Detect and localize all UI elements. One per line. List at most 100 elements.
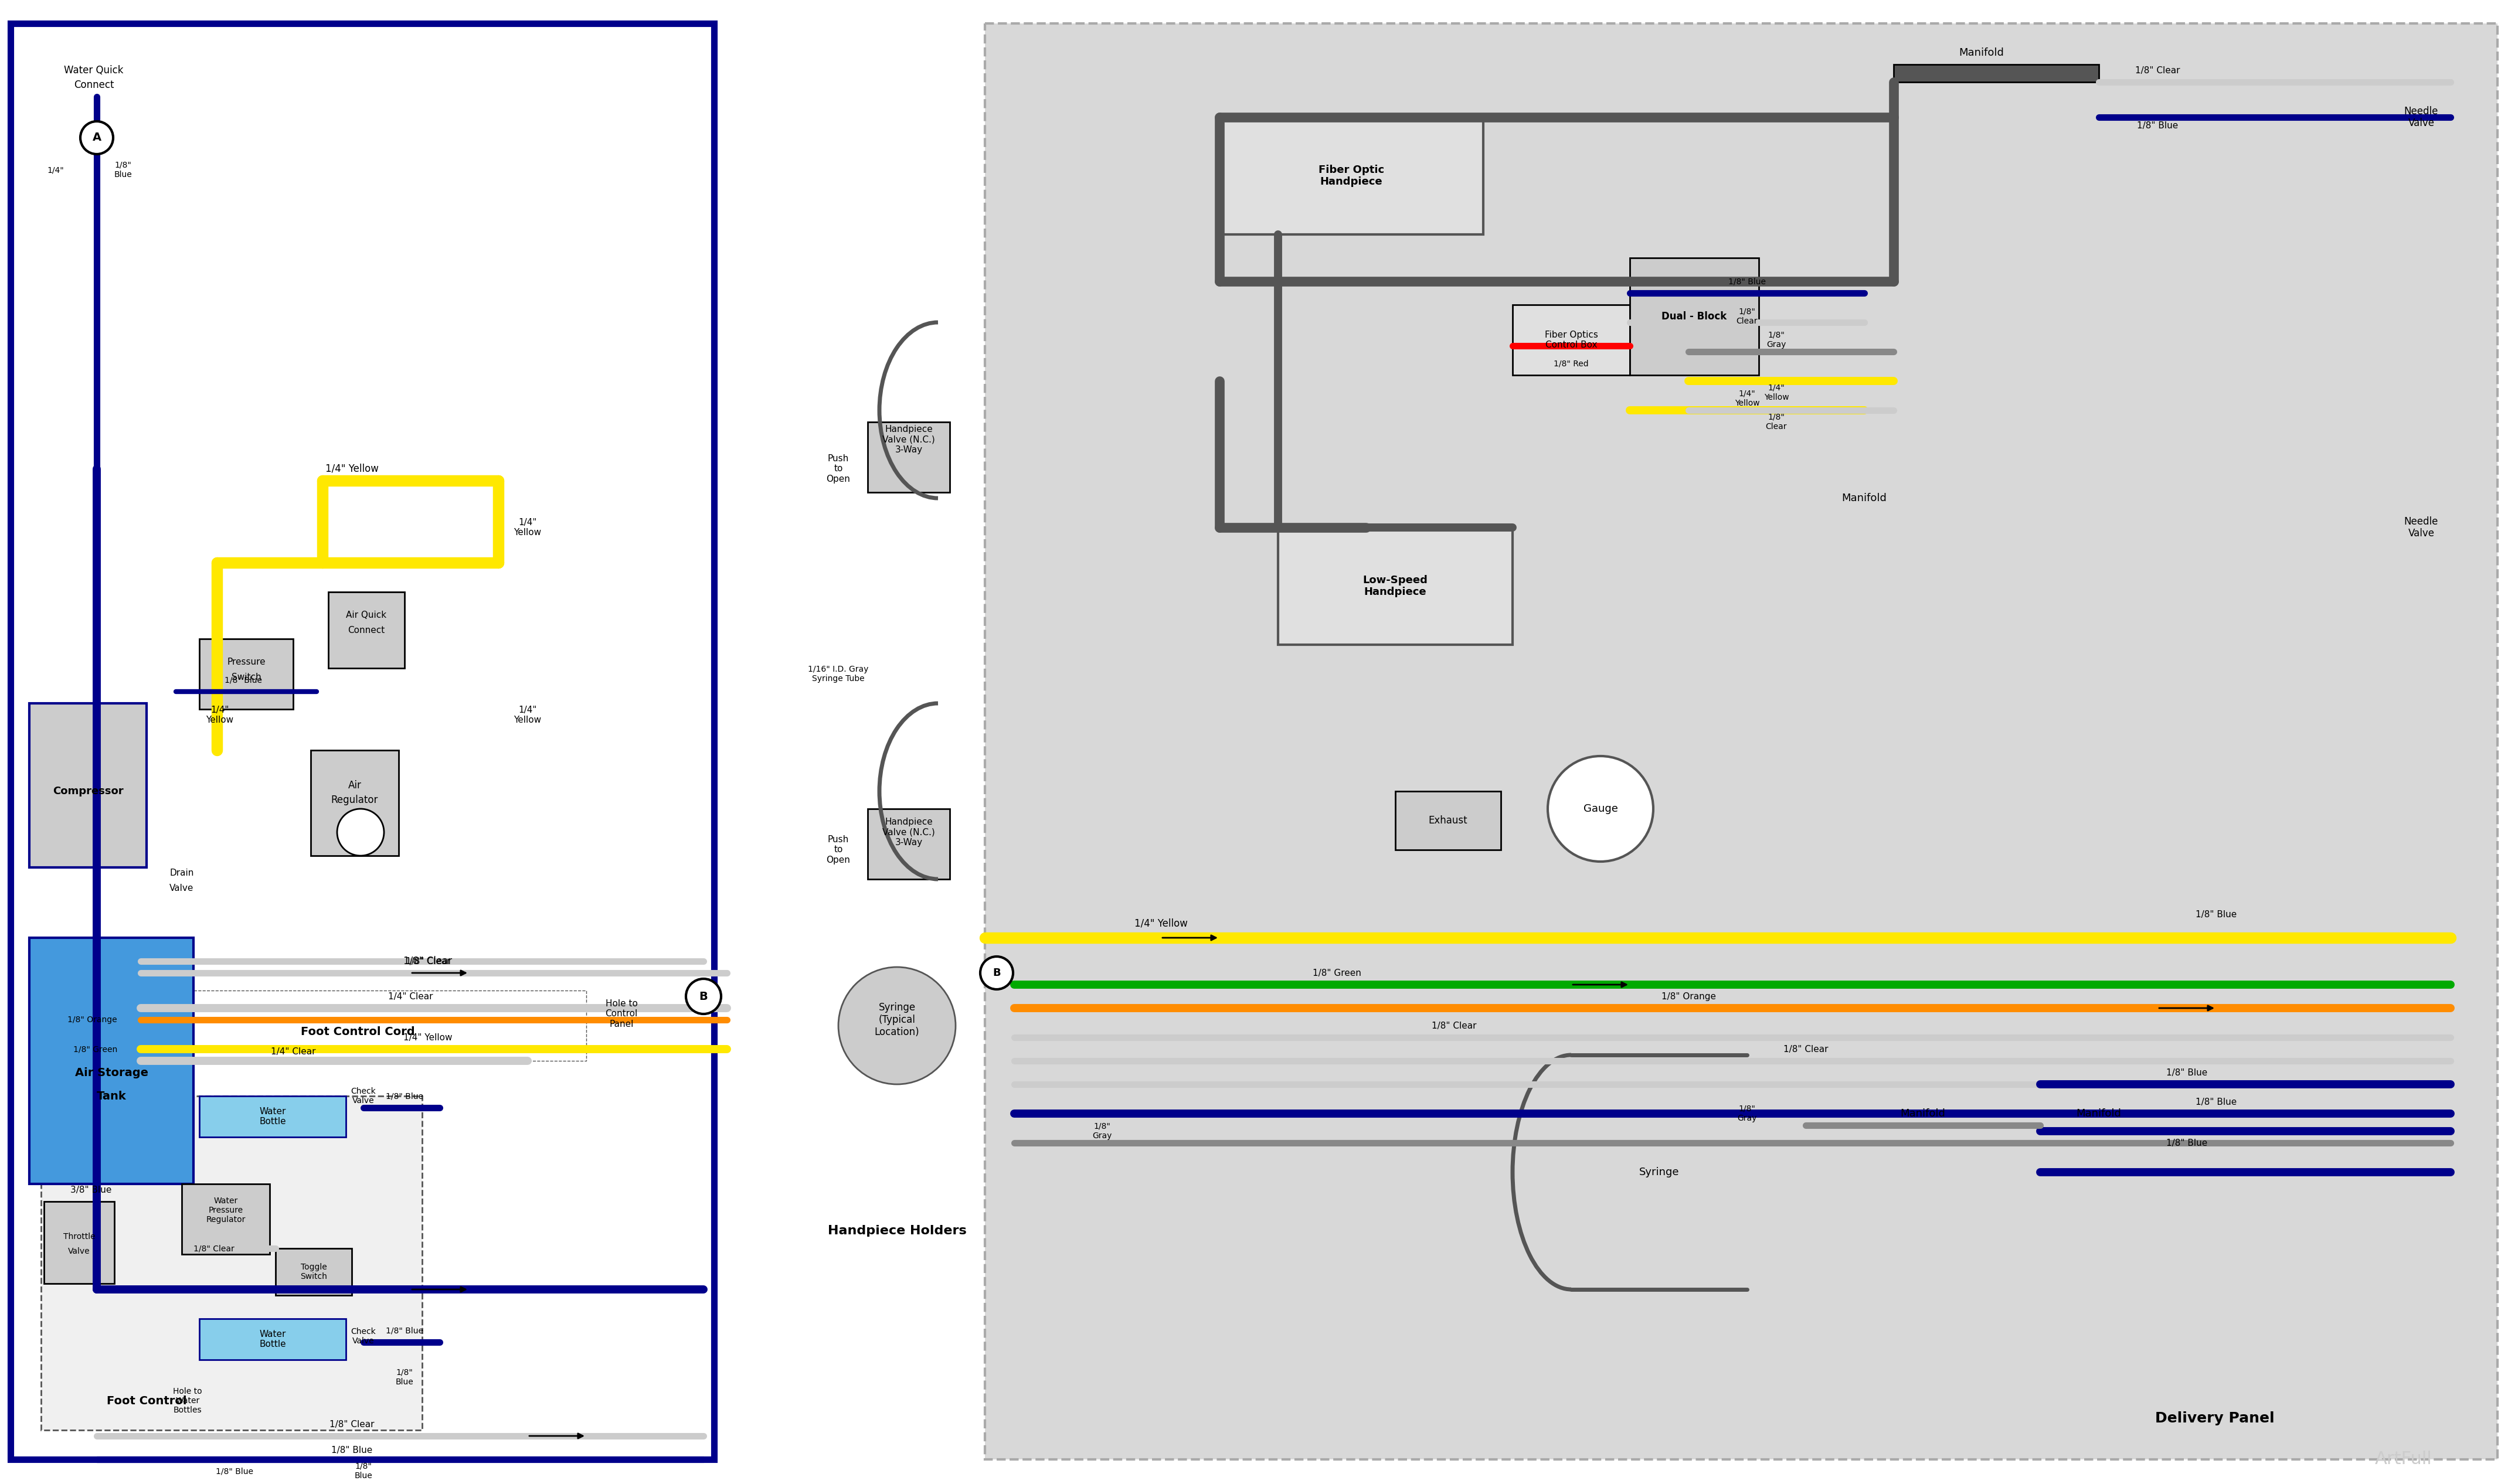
Text: Hole to
Water
Bottles: Hole to Water Bottles	[174, 1388, 201, 1414]
Circle shape	[685, 979, 720, 1014]
Text: 1/4" Yellow: 1/4" Yellow	[1133, 917, 1188, 929]
Text: Toggle
Switch: Toggle Switch	[300, 1263, 327, 1281]
Text: Handpiece
Valve (N.C.)
3-Way: Handpiece Valve (N.C.) 3-Way	[881, 424, 934, 454]
Text: 1/4"
Yellow: 1/4" Yellow	[1765, 384, 1788, 402]
Bar	[985, 24, 2498, 1459]
Bar	[181, 1184, 269, 1254]
Text: 1/8" Blue: 1/8" Blue	[2165, 1138, 2208, 1147]
Bar	[10, 24, 715, 1459]
Text: 1/8"
Clear: 1/8" Clear	[1765, 413, 1788, 430]
Text: Foot Control Cord: Foot Control Cord	[300, 1025, 415, 1037]
Bar	[43, 1202, 113, 1284]
Text: Syringe
(Typical
Location): Syringe (Typical Location)	[874, 1002, 919, 1037]
Text: Check
Valve: Check Valve	[350, 1088, 375, 1106]
Text: 1/4" Yellow: 1/4" Yellow	[403, 1033, 453, 1042]
Text: Syringe: Syringe	[1639, 1166, 1680, 1177]
Text: B: B	[700, 991, 708, 1002]
Text: Handpiece Holders: Handpiece Holders	[828, 1224, 967, 1236]
Text: Gauge: Gauge	[1584, 803, 1617, 815]
Text: 1/8" Blue: 1/8" Blue	[332, 1447, 373, 1454]
Text: 1/8"
Blue: 1/8" Blue	[395, 1368, 413, 1386]
Circle shape	[337, 809, 385, 856]
Text: Fiber Optic
Handpiece: Fiber Optic Handpiece	[1319, 165, 1385, 187]
Text: 1/4"
Yellow: 1/4" Yellow	[514, 705, 541, 724]
Text: 1/8" Clear: 1/8" Clear	[1433, 1021, 1476, 1030]
Text: Air: Air	[347, 781, 363, 791]
Text: Push
to
Open: Push to Open	[826, 454, 851, 484]
Text: Connect: Connect	[347, 626, 385, 635]
Text: 1/8"
Gray: 1/8" Gray	[1768, 331, 1785, 349]
Text: 1/4"
Yellow: 1/4" Yellow	[206, 705, 234, 724]
Bar	[128, 990, 587, 1061]
Text: Manifold: Manifold	[2077, 1109, 2120, 1119]
Bar	[30, 938, 194, 1184]
Text: 1/8" Green: 1/8" Green	[1312, 969, 1360, 978]
Text: 1/4" Clear: 1/4" Clear	[388, 991, 433, 1000]
Text: Manifold: Manifold	[1959, 47, 2004, 58]
Circle shape	[980, 957, 1012, 990]
Text: 1/8" Orange: 1/8" Orange	[1662, 991, 1715, 1000]
Text: Drain: Drain	[169, 870, 194, 877]
Text: 1/8" Red: 1/8" Red	[1554, 359, 1589, 368]
Text: 1/8"
Blue: 1/8" Blue	[113, 162, 133, 178]
Bar	[199, 1097, 345, 1137]
Text: Needle
Valve: Needle Valve	[2405, 516, 2437, 539]
Text: 1/4"
Yellow: 1/4" Yellow	[1735, 390, 1760, 408]
Text: 1/8"
Blue: 1/8" Blue	[355, 1462, 373, 1480]
Text: Throttle: Throttle	[63, 1233, 96, 1241]
Text: Water
Bottle: Water Bottle	[259, 1107, 287, 1126]
Text: B: B	[992, 968, 1000, 978]
Text: 1/8"
Clear: 1/8" Clear	[1737, 307, 1758, 325]
Text: Tank: Tank	[96, 1091, 126, 1101]
Text: 1/8" Clear: 1/8" Clear	[403, 956, 453, 966]
Circle shape	[1549, 755, 1654, 862]
Text: 1/4" Yellow: 1/4" Yellow	[325, 463, 378, 475]
Text: 1/8" Blue: 1/8" Blue	[2196, 910, 2236, 919]
Text: 1/8" Clear: 1/8" Clear	[330, 1420, 375, 1429]
Circle shape	[81, 122, 113, 154]
Bar	[327, 592, 405, 668]
Text: Handpiece
Valve (N.C.)
3-Way: Handpiece Valve (N.C.) 3-Way	[881, 818, 934, 847]
Bar	[869, 809, 949, 879]
Text: 1/8" Blue: 1/8" Blue	[217, 1468, 254, 1475]
Text: Valve: Valve	[68, 1247, 91, 1255]
Text: 1/8" Green: 1/8" Green	[73, 1045, 118, 1054]
Text: Valve: Valve	[169, 883, 194, 892]
Text: Water Quick: Water Quick	[63, 65, 123, 76]
Text: Pressure: Pressure	[227, 657, 264, 666]
Text: 1/8" Orange: 1/8" Orange	[68, 1015, 118, 1024]
Text: Needle
Valve: Needle Valve	[2405, 105, 2437, 129]
Text: Check
Valve: Check Valve	[350, 1328, 375, 1345]
Text: Fiber Optics
Control Box: Fiber Optics Control Box	[1544, 331, 1599, 349]
Text: 1/8" Blue: 1/8" Blue	[224, 675, 262, 684]
Circle shape	[838, 968, 957, 1085]
Text: Manifold: Manifold	[1841, 493, 1886, 503]
Bar	[869, 421, 949, 493]
Text: 1/8" Blue: 1/8" Blue	[1727, 278, 1765, 285]
Text: 1/8" Clear: 1/8" Clear	[2135, 65, 2181, 74]
Text: Air Storage: Air Storage	[76, 1067, 149, 1079]
Bar	[310, 751, 398, 856]
Bar	[274, 1248, 353, 1296]
Bar	[30, 703, 146, 868]
Text: 1/4" Clear: 1/4" Clear	[272, 1048, 315, 1057]
Text: Water
Pressure
Regulator: Water Pressure Regulator	[206, 1196, 244, 1224]
Text: 1/4"
Yellow: 1/4" Yellow	[514, 518, 541, 537]
Text: 1/8" Blue: 1/8" Blue	[385, 1327, 423, 1334]
Bar	[40, 1097, 423, 1431]
Bar	[1219, 117, 1483, 234]
Text: A: A	[93, 132, 101, 144]
Text: Water
Bottle: Water Bottle	[259, 1330, 287, 1349]
Bar	[1894, 64, 2100, 82]
Text: Manifold: Manifold	[1901, 1109, 1946, 1119]
Text: 1/8" Blue: 1/8" Blue	[2165, 1068, 2208, 1077]
Text: Compressor: Compressor	[53, 787, 123, 797]
Bar	[1513, 304, 1629, 375]
Text: 1/4": 1/4"	[48, 166, 63, 174]
Text: 1/16" I.D. Gray
Syringe Tube: 1/16" I.D. Gray Syringe Tube	[808, 665, 869, 683]
Text: Foot Control: Foot Control	[106, 1395, 186, 1407]
Bar	[199, 638, 292, 709]
Text: 1/8"
Gray: 1/8" Gray	[1093, 1122, 1113, 1140]
Text: Delivery Panel: Delivery Panel	[2155, 1411, 2274, 1426]
Text: Regulator: Regulator	[332, 795, 378, 806]
